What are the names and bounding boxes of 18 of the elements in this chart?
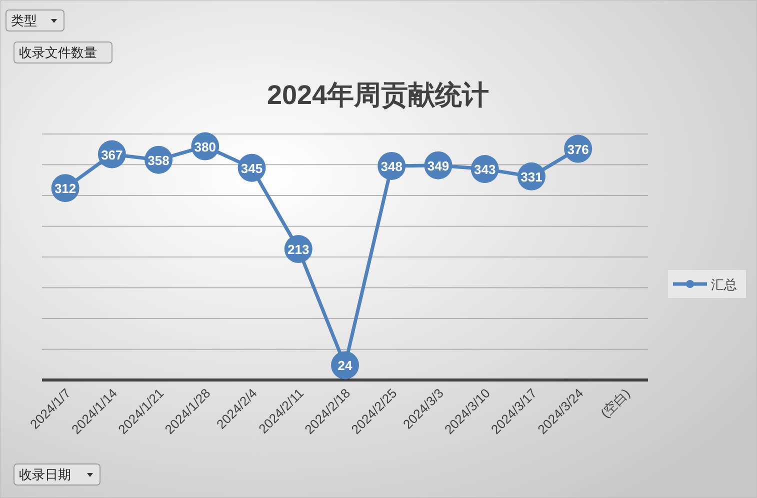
data-label: 343 <box>474 162 496 178</box>
data-label: 380 <box>194 139 216 154</box>
data-label: 349 <box>427 158 450 174</box>
data-label: 331 <box>520 169 542 184</box>
data-label: 367 <box>101 147 123 162</box>
data-label: 312 <box>54 181 76 196</box>
text: 收录日期 <box>19 467 71 482</box>
data-label: 24 <box>338 358 353 374</box>
data-label: 213 <box>288 242 310 258</box>
text: 类型 <box>11 13 37 28</box>
legend-label: 汇总 <box>711 277 737 292</box>
chart-title: 2024年周贡献统计 <box>266 80 490 110</box>
data-label: 345 <box>240 160 263 176</box>
x-tick-label: (空白) <box>598 386 633 421</box>
data-label: 376 <box>567 142 589 157</box>
data-label: 348 <box>380 158 402 174</box>
text: 收录文件数量 <box>19 45 97 60</box>
data-label: 358 <box>148 152 170 168</box>
